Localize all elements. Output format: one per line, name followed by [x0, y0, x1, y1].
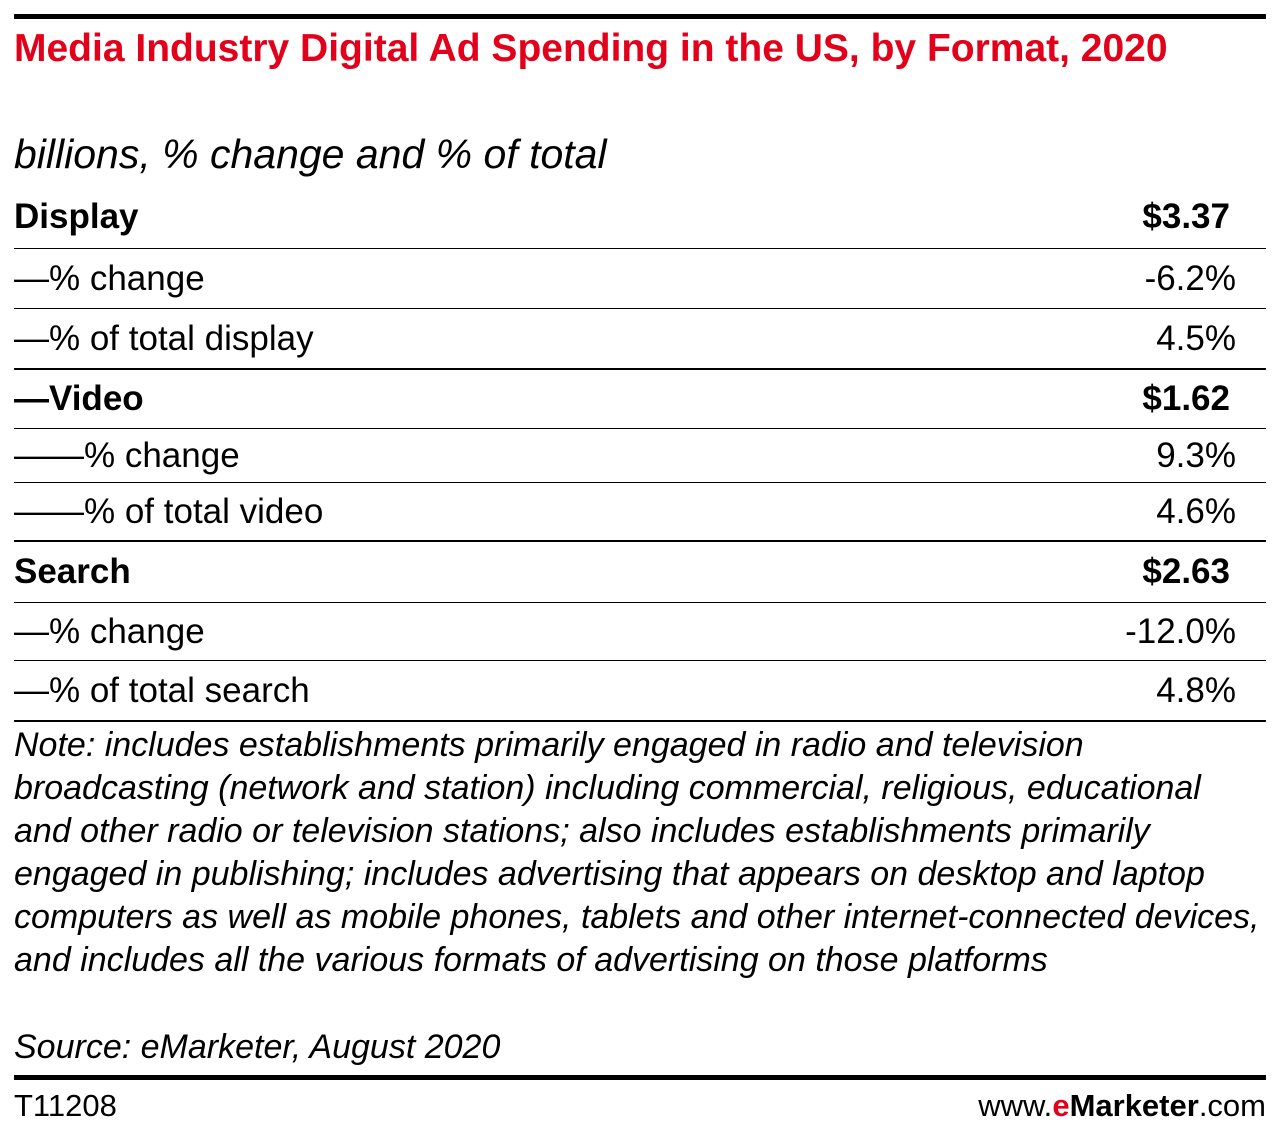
row-label: Display [14, 197, 139, 236]
brand-logo: www.eMarketer.com [978, 1086, 1266, 1126]
table-bottom-rule [14, 720, 1266, 722]
row-value: 9.3% [1156, 435, 1236, 475]
source-line: Source: eMarketer, August 2020 [14, 1028, 501, 1066]
row-value: 4.8% [1156, 670, 1236, 710]
row-label: —% change [14, 611, 205, 651]
row-label: ——% change [14, 435, 240, 475]
brand-accent: e [1052, 1088, 1070, 1123]
chart-subtitle: billions, % change and % of total [14, 131, 607, 177]
bottom-rule [14, 1075, 1266, 1080]
brand-suffix: .com [1198, 1088, 1266, 1123]
table-row: —% change -12.0% [14, 602, 1266, 660]
table-row: ——% change 9.3% [14, 428, 1266, 482]
chart-id: T11208 [14, 1088, 117, 1123]
row-label: —Video [14, 379, 144, 418]
footnote: Note: includes establishments primarily … [14, 726, 1260, 979]
row-value: $1.62 [1142, 379, 1230, 418]
row-value: 4.5% [1156, 318, 1236, 358]
top-rule [14, 14, 1266, 19]
row-label: —% of total display [14, 318, 314, 358]
row-label: —% change [14, 258, 205, 298]
brand-name: Marketer [1069, 1088, 1199, 1123]
row-label: Search [14, 552, 131, 591]
brand-prefix: www. [978, 1088, 1053, 1123]
table-row: —% change -6.2% [14, 248, 1266, 308]
table-row-video: —Video $1.62 [14, 368, 1266, 428]
row-value: -12.0% [1125, 611, 1236, 651]
table-row: —% of total display 4.5% [14, 308, 1266, 368]
table-row: —% of total search 4.8% [14, 660, 1266, 720]
row-value: $3.37 [1142, 197, 1230, 236]
row-value: $2.63 [1142, 552, 1230, 591]
row-label: —% of total search [14, 670, 310, 710]
row-value: 4.6% [1156, 491, 1236, 531]
row-label: ——% of total video [14, 491, 324, 531]
table-row-search: Search $2.63 [14, 540, 1266, 602]
row-value: -6.2% [1144, 258, 1236, 298]
table-row-display: Display $3.37 [14, 186, 1266, 248]
table-row: ——% of total video 4.6% [14, 482, 1266, 540]
chart-title: Media Industry Digital Ad Spending in th… [14, 27, 1168, 70]
